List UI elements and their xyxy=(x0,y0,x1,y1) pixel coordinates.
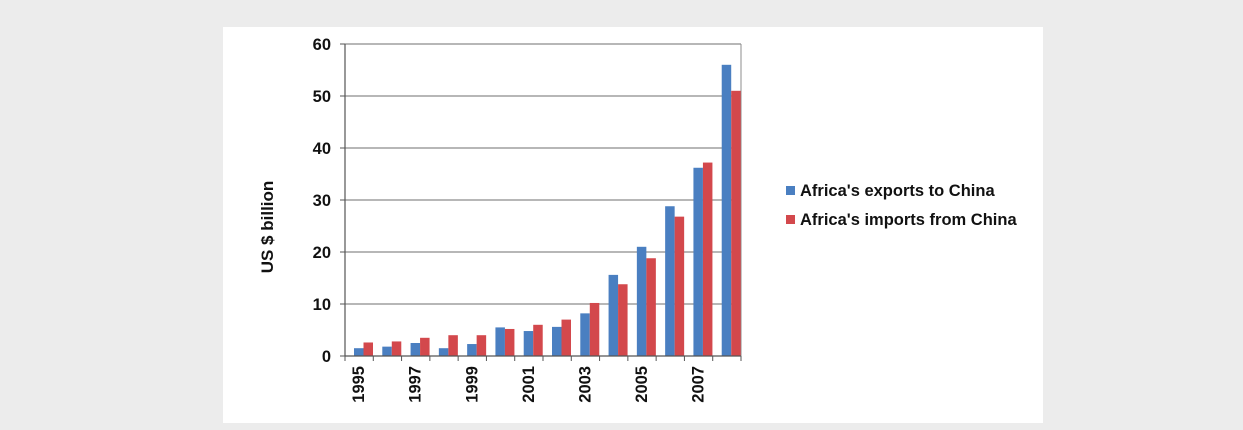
bar-exports xyxy=(495,327,505,356)
bar-imports xyxy=(646,258,656,356)
y-tick-label: 40 xyxy=(313,140,331,158)
bar-imports xyxy=(618,284,628,356)
bar-imports xyxy=(363,342,373,356)
bar-exports xyxy=(721,64,732,357)
bar-imports xyxy=(533,324,543,356)
legend-label-imports: Africa's imports from China xyxy=(800,211,1017,229)
legend-item-imports: Africa's imports from China xyxy=(785,211,1043,229)
y-tick-label: 60 xyxy=(313,36,331,54)
legend-swatch-exports xyxy=(786,186,795,195)
bar-exports xyxy=(552,326,562,356)
x-tick-label: 2001 xyxy=(520,366,538,403)
bar-exports xyxy=(693,167,703,356)
y-tick-label: 50 xyxy=(313,88,331,106)
bar-exports xyxy=(608,274,619,356)
bar-exports xyxy=(636,246,647,356)
x-tick-label: 2007 xyxy=(690,366,708,403)
y-tick-label: 0 xyxy=(322,348,331,366)
legend-item-exports: Africa's exports to China xyxy=(785,182,1043,200)
legend-swatch-imports xyxy=(786,215,795,224)
bar-exports xyxy=(438,348,449,356)
bar-exports xyxy=(382,346,392,356)
y-tick-label: 30 xyxy=(313,192,331,210)
bar-exports xyxy=(354,348,364,356)
y-axis-label: US $ billion xyxy=(258,181,277,274)
bar-exports xyxy=(523,331,534,356)
bar-exports xyxy=(665,206,675,356)
bar-exports xyxy=(467,344,477,356)
x-tick-label: 2005 xyxy=(633,366,651,403)
bar-imports xyxy=(476,335,487,356)
legend-label-exports: Africa's exports to China xyxy=(800,182,995,200)
bar-imports xyxy=(589,302,600,356)
bar-imports xyxy=(731,90,741,357)
bar-imports xyxy=(420,337,430,356)
x-tick-label: 1997 xyxy=(407,366,425,403)
bar-imports xyxy=(561,319,571,356)
x-tick-label: 1995 xyxy=(350,366,368,403)
y-tick-label: 10 xyxy=(313,296,331,314)
chart-panel: 0 10 20 30 40 50 60 1995 1997 1999 2001 2003 2005 200… xyxy=(223,27,1043,423)
bar-chart: 0 10 20 30 40 50 60 1995 1997 1999 2001 2003 2005 200… xyxy=(258,36,742,403)
bar-exports xyxy=(580,313,590,356)
x-tick-label: 1999 xyxy=(463,366,481,403)
bar-imports xyxy=(391,341,402,356)
bar-exports xyxy=(410,343,421,356)
bar-imports xyxy=(702,162,713,356)
y-tick-label: 20 xyxy=(313,244,331,262)
bar-imports xyxy=(448,335,458,356)
bar-imports xyxy=(674,216,685,356)
chart-legend: Africa's exports to China Africa's impor… xyxy=(785,182,1043,240)
x-tick-label: 2003 xyxy=(576,366,594,403)
bar-imports xyxy=(504,328,515,356)
